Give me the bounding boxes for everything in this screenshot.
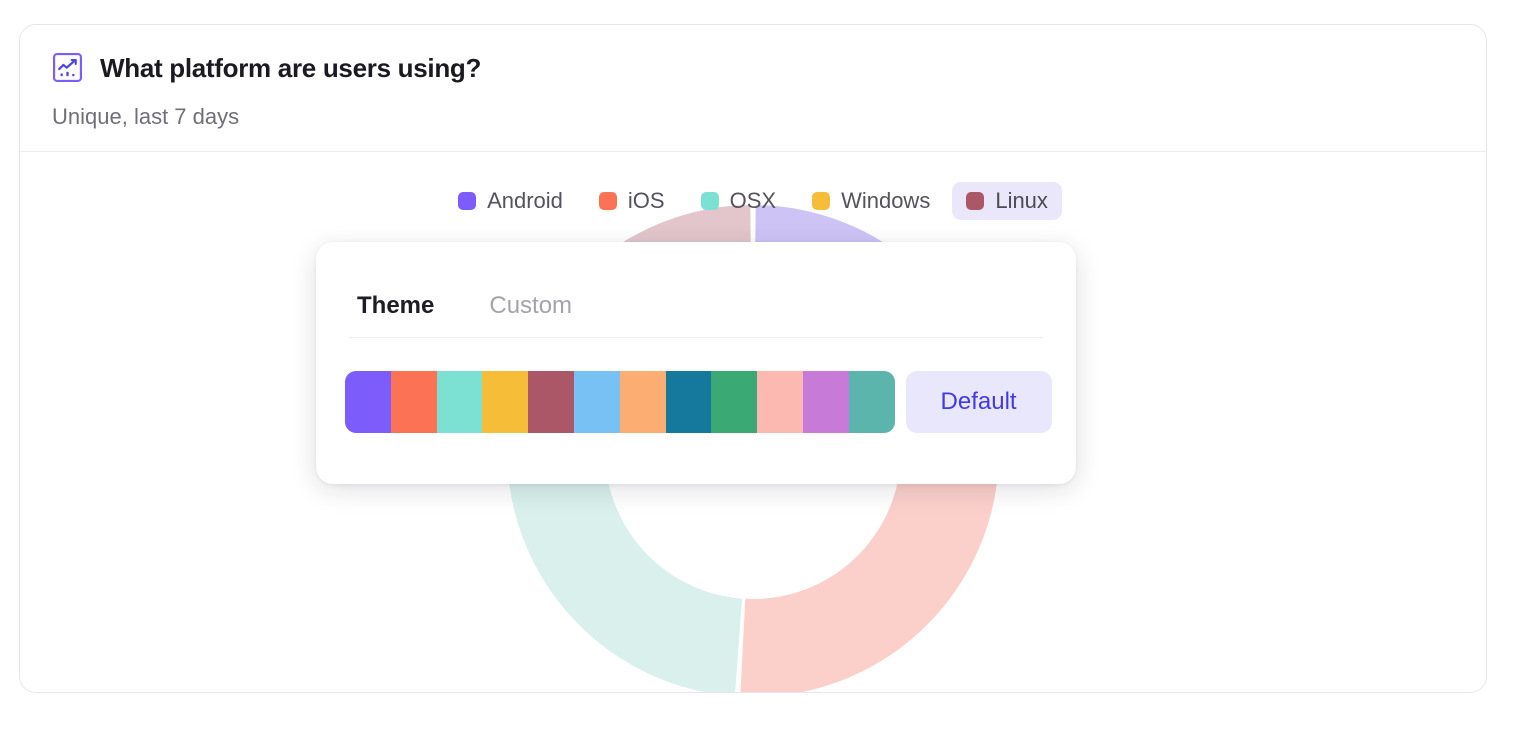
palette-swatch-1[interactable] xyxy=(345,371,391,433)
legend-item-label: Android xyxy=(487,188,563,213)
title-row: What platform are users using? xyxy=(52,52,481,83)
palette-swatch-10[interactable] xyxy=(757,371,803,433)
legend-item-android[interactable]: Android xyxy=(444,182,577,220)
popup-divider xyxy=(349,337,1043,338)
legend-swatch-icon xyxy=(458,192,477,210)
page-subtitle: Unique, last 7 days xyxy=(52,104,240,129)
palette-swatch-7[interactable] xyxy=(619,371,666,433)
palette-swatch-strip[interactable] xyxy=(345,371,895,433)
legend-item-osx[interactable]: OSX xyxy=(687,182,790,220)
palette-row: Default xyxy=(345,371,1052,433)
page-title: What platform are users using? xyxy=(100,52,482,83)
legend-item-label: OSX xyxy=(729,188,777,213)
palette-swatch-2[interactable] xyxy=(390,371,437,433)
popup-tab-list: Theme Custom xyxy=(357,294,572,318)
theme-picker-popup[interactable]: Theme Custom Default xyxy=(316,242,1076,484)
analytics-card: What platform are users using? Unique, l… xyxy=(19,24,1487,693)
palette-swatch-9[interactable] xyxy=(711,371,758,433)
legend-item-linux[interactable]: Linux xyxy=(952,182,1062,220)
palette-swatch-11[interactable] xyxy=(802,371,849,433)
palette-swatch-6[interactable] xyxy=(573,371,620,433)
legend-swatch-icon xyxy=(966,192,985,210)
legend-item-ios[interactable]: iOS xyxy=(585,182,679,220)
palette-swatch-12[interactable] xyxy=(848,371,895,433)
line-chart-icon xyxy=(52,52,83,83)
legend-item-windows[interactable]: Windows xyxy=(798,182,944,220)
legend-swatch-icon xyxy=(598,192,617,210)
legend-item-label: iOS xyxy=(627,188,665,213)
card-header: What platform are users using? Unique, l… xyxy=(20,25,1486,152)
palette-swatch-3[interactable] xyxy=(436,371,483,433)
palette-swatch-4[interactable] xyxy=(482,371,529,433)
palette-swatch-5[interactable] xyxy=(528,371,574,433)
tab-theme[interactable]: Theme xyxy=(357,292,435,319)
chart-legend: Android iOS OSX Windows Linux xyxy=(20,182,1486,220)
palette-swatch-8[interactable] xyxy=(665,371,712,433)
tab-custom[interactable]: Custom xyxy=(489,292,573,319)
legend-swatch-icon xyxy=(700,192,719,210)
legend-item-label: Linux xyxy=(995,188,1048,213)
legend-swatch-icon xyxy=(812,192,831,210)
default-palette-button[interactable]: Default xyxy=(905,371,1052,433)
legend-item-label: Windows xyxy=(841,188,931,213)
